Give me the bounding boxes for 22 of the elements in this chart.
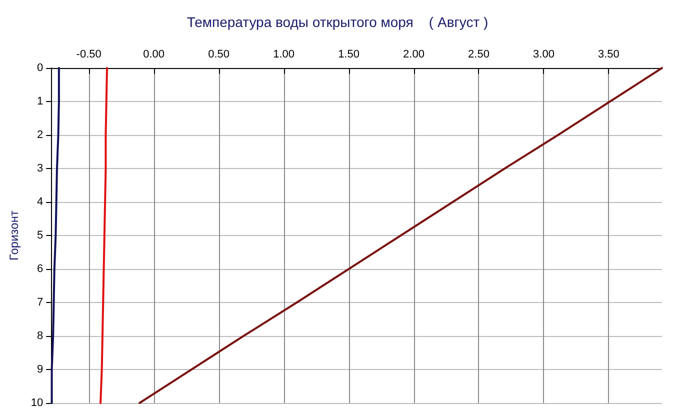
x-tick-label: -0.50	[76, 48, 102, 60]
y-tick-label: 3	[37, 162, 44, 174]
x-tick-label: 2.50	[468, 48, 490, 60]
x-tick-label: 0.50	[208, 48, 230, 60]
y-tick-label: 2	[37, 129, 44, 141]
x-tick-label: 2.00	[403, 48, 424, 60]
y-axis-title: Горизонт	[7, 210, 21, 260]
y-tick-label: 1	[37, 96, 44, 108]
x-tick-label: 0.00	[143, 48, 165, 60]
y-tick-label: 0	[37, 62, 44, 74]
y-tick-label: 7	[37, 296, 44, 308]
chart-title: Температура воды открытого моря ( Август )	[186, 14, 488, 30]
y-tick-label: 4	[37, 196, 44, 208]
y-tick-label: 10	[30, 397, 44, 409]
x-tick-label: 1.50	[338, 48, 360, 60]
x-tick-label: 1.00	[273, 48, 294, 60]
y-tick-label: 8	[37, 330, 44, 342]
x-tick-label: 3.00	[533, 48, 554, 60]
y-tick-label: 6	[37, 263, 44, 275]
y-tick-label: 9	[37, 364, 44, 376]
y-tick-label: 5	[37, 230, 44, 242]
x-tick-label: 3.50	[598, 48, 620, 60]
